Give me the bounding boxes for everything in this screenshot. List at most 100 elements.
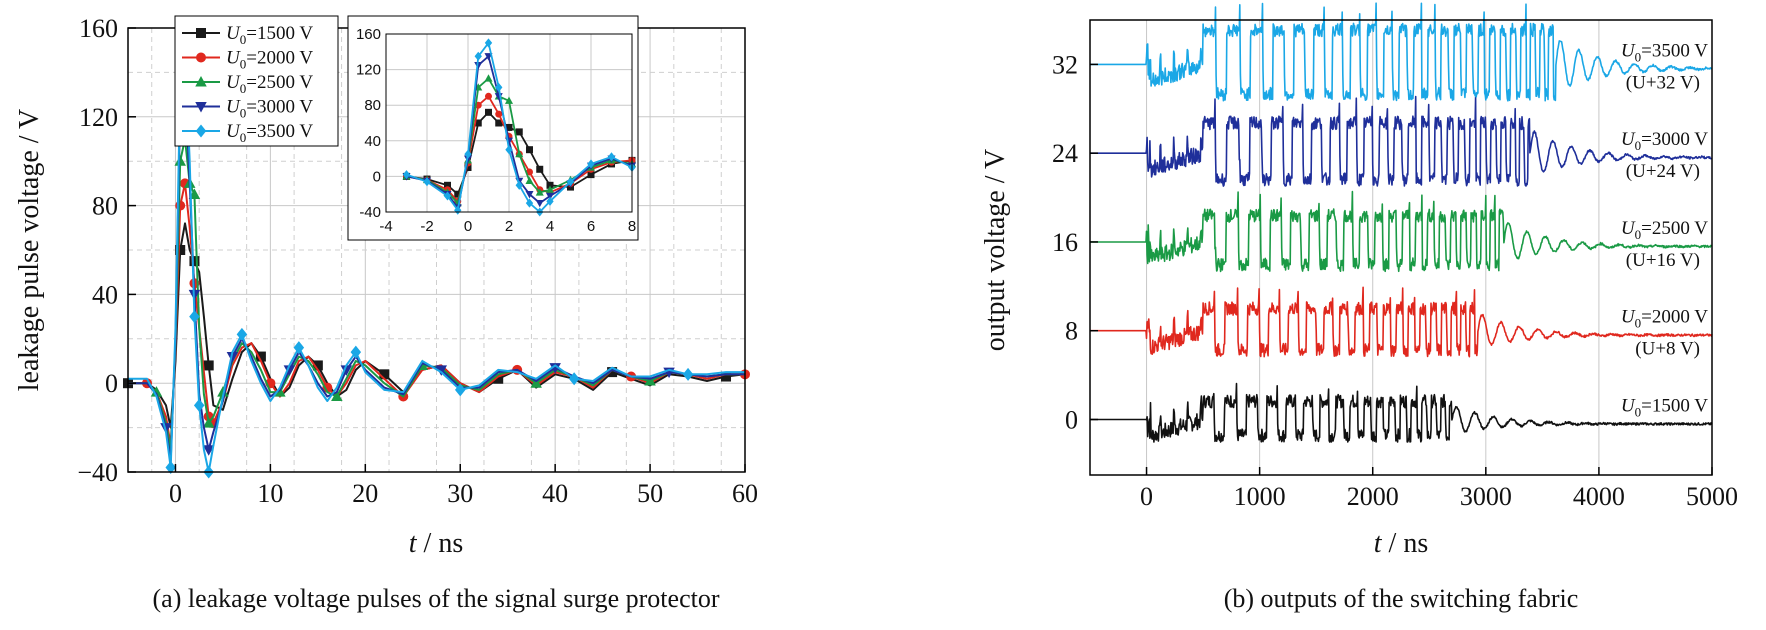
- chart-a-point-0: [721, 371, 732, 382]
- chart-a-inset-xtick-label: 4: [546, 218, 554, 235]
- chart-b-ytick-label: 16: [1052, 228, 1078, 257]
- chart-a-point-0: [175, 245, 186, 255]
- chart-a-inset-point-4: [607, 152, 616, 162]
- chart-a-point-2: [331, 390, 343, 402]
- chart-a-legend-label: U0=3000 V: [226, 97, 313, 121]
- chart-b-offset-label: (U+24 V): [1626, 161, 1700, 182]
- chart-a-point-1: [175, 200, 186, 211]
- chart-a-inset-ytick-label: -40: [359, 204, 381, 221]
- chart-a-legend-label: U0=3500 V: [226, 121, 313, 145]
- chart-b-xtick-label: 2000: [1347, 482, 1399, 511]
- chart-a-inset-point-0: [464, 164, 472, 171]
- chart-a-point-4: [165, 461, 176, 475]
- chart-a-legend-marker: [195, 124, 207, 138]
- chart-a-legend-marker: [196, 28, 206, 38]
- chart-a-inset-ytick-label: 0: [373, 168, 381, 185]
- chart-b-trace-4: [1089, 2, 1713, 102]
- chart-a-inset-ytick-label: 80: [364, 97, 381, 114]
- chart-a-inset-point-4: [587, 159, 595, 169]
- chart-b-xtick-label: 3000: [1460, 482, 1512, 511]
- chart-b-ytick-label: 32: [1052, 50, 1078, 79]
- chart-a-inset-frame: [385, 33, 633, 213]
- chart-a-inset-point-0: [454, 190, 462, 198]
- chart-a-point-0: [203, 360, 214, 371]
- chart-a-inset-ytick-label: 120: [356, 62, 381, 79]
- chart-b-trace-2: [1089, 190, 1713, 273]
- chart-a-point-0: [189, 256, 200, 267]
- chart-a-point-3: [549, 363, 561, 374]
- chart-a-inset-point-4: [474, 51, 482, 61]
- chart-a-xlabel-unit: / ns: [417, 528, 464, 559]
- chart-b-caption: (b) outputs of the switching fabric: [1224, 584, 1579, 613]
- chart-a-point-4: [350, 345, 362, 359]
- chart-a-point-4: [568, 372, 580, 386]
- chart-a-inset-point-2: [515, 149, 524, 158]
- chart-a-xlabel-symbol: t: [409, 528, 418, 559]
- chart-a-point-2: [174, 155, 186, 166]
- chart-a-inset-ytick-label: 40: [364, 133, 381, 150]
- chart-b-ytick-label: 24: [1052, 139, 1078, 168]
- chart-a-point-4: [189, 310, 200, 324]
- chart-b-trace-1: [1089, 286, 1713, 358]
- chart-a-xtick-label: 10: [257, 479, 283, 508]
- chart-b-curve-label: U0=1500 V: [1621, 396, 1708, 420]
- chart-a-point-1: [322, 382, 333, 393]
- chart-a-inset-point-4: [402, 170, 411, 180]
- chart-a-point-0: [607, 367, 618, 378]
- chart-a-inset-xtick-label: -4: [379, 218, 392, 235]
- chart-a-inset-point-4: [484, 38, 493, 48]
- chart-a-legend-marker: [195, 102, 207, 113]
- chart-a-inset: -4 -2 0 2 4 6 8 -40 0 40 80 120 160: [347, 15, 639, 241]
- chart-b-curve-label: U0=3500 V: [1621, 40, 1708, 64]
- chart-a-inset-point-0: [587, 171, 595, 179]
- chart-a-inset-point-2: [504, 96, 514, 104]
- chart-a-inset-xtick-label: 0: [464, 218, 472, 235]
- chart-a-inset-point-4: [546, 196, 554, 206]
- chart-b-curve-labels: U0=1500 V U0=2000 V (U+8 V) U0=2500 V (U+16 …: [1621, 40, 1708, 419]
- chart-a-inset-point-2: [535, 188, 544, 196]
- chart-a-point-4: [236, 327, 248, 341]
- chart-a-inset-point-1: [495, 110, 503, 118]
- chart-b-offset-label: (U+16 V): [1626, 250, 1700, 271]
- chart-a-xtick-label: 50: [637, 479, 663, 508]
- chart-a-legend-label: U0=2500 V: [226, 72, 313, 96]
- chart-b-xtick-label: 4000: [1573, 482, 1625, 511]
- chart-a-legend-label: U0=1500 V: [226, 23, 313, 47]
- chart-a-inset-point-0: [444, 181, 451, 189]
- chart-a-point-2: [202, 417, 215, 428]
- chart-a-inset-point-0: [495, 119, 503, 127]
- chart-a-point-0: [312, 360, 323, 371]
- chart-b-xtick-label: 0: [1140, 482, 1153, 511]
- chart-a-point-3: [226, 352, 239, 363]
- chart-a-inset-point-0: [515, 128, 523, 136]
- chart-a-series-line-4: [128, 49, 745, 473]
- chart-a-inset-point-0: [526, 146, 533, 154]
- chart-a-inset-point-0: [474, 119, 482, 127]
- chart-a-inset-ytick-label: 160: [356, 26, 381, 43]
- chart-a-point-2: [150, 386, 163, 397]
- chart-b-xtick-label: 1000: [1234, 482, 1286, 511]
- chart-a-point-3: [202, 445, 215, 456]
- chart-b-xlabel: t / ns: [1374, 528, 1428, 559]
- chart-a-inset-point-4: [464, 149, 472, 159]
- chart-a-ytick-label: 40: [92, 280, 118, 309]
- chart-a-xtick-label: 60: [732, 479, 758, 508]
- chart-a-legend-marker: [195, 76, 207, 87]
- chart-a-inset-point-2: [484, 74, 493, 82]
- chart-b-offset-label: (U+8 V): [1635, 339, 1700, 360]
- chart-a-xtick-label: 0: [169, 479, 182, 508]
- chart-a-inset-point-2: [525, 176, 534, 184]
- chart-a-inset-point-4: [515, 180, 523, 190]
- chart-a-series: [123, 49, 750, 479]
- chart-a-legend-marker: [196, 52, 206, 63]
- chart-a-inset-point-2: [545, 185, 555, 193]
- chart-a-inset-xtick-label: -2: [420, 218, 433, 235]
- chart-b-ticks: 0 1000 2000 3000 4000 5000 0 8 16 24 32: [1052, 50, 1738, 511]
- chart-a-point-3: [283, 365, 296, 376]
- chart-a-ytick-label: 80: [92, 192, 118, 221]
- chart-a-point-2: [644, 374, 656, 386]
